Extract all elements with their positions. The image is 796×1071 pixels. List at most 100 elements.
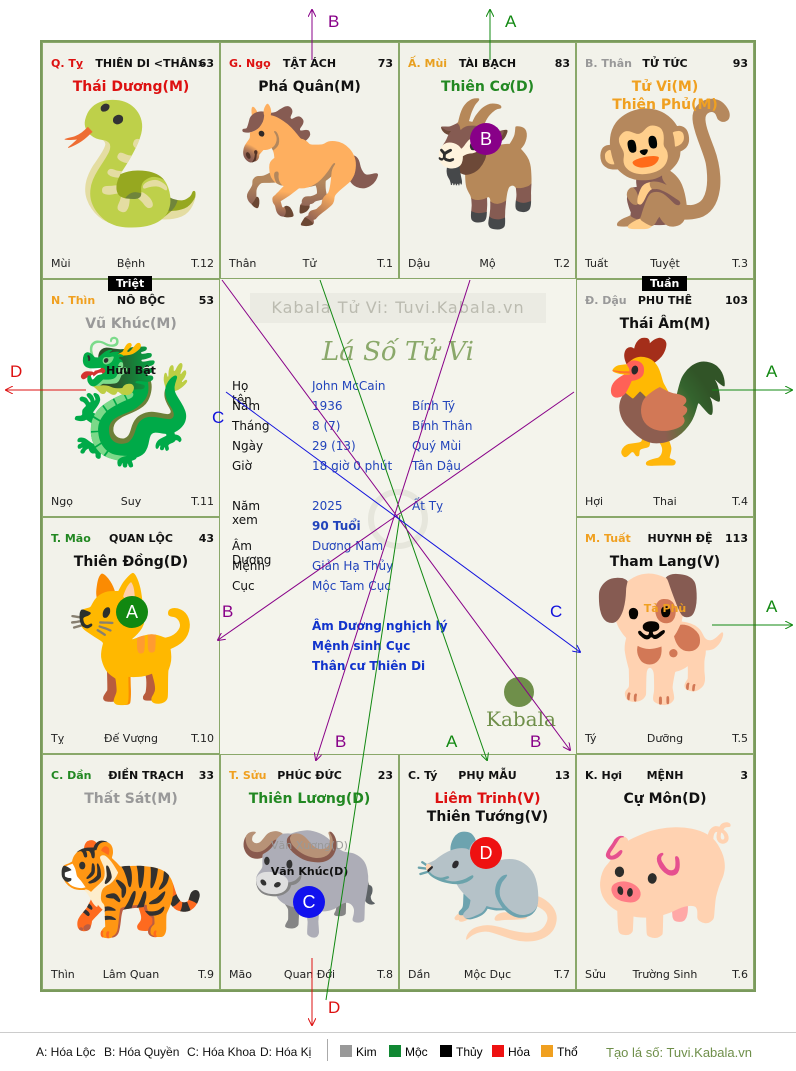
month-label: T.9 [198, 968, 214, 981]
main-star: Thái Dương(M) [72, 79, 190, 95]
value-gio: 18 giờ 0 phút [312, 459, 393, 473]
label-a-top: A [505, 12, 517, 31]
age-label: 23 [377, 769, 393, 782]
monkey-icon: 🐒 [590, 95, 740, 235]
palace-cell-phu-mau[interactable]: 🐀 C. Tý PHỤ MẪU 13 Liêm Trinh(V) Thiên T… [399, 754, 576, 990]
legend-kim: Kim [340, 1045, 377, 1059]
palace-cell-tat-ach[interactable]: 🐎 G. Ngọ TẬT ÁCH 73 Phá Quân(M) Thân Tử … [220, 42, 399, 279]
hoa-ki-marker: D [470, 837, 502, 869]
value-thang-can-chi: Bính Thân [412, 419, 473, 433]
label-ngay: Ngày [232, 439, 264, 453]
stage-label: Thai [653, 495, 677, 508]
age-label: 73 [377, 57, 393, 70]
month-label: T.10 [191, 732, 214, 745]
site-link[interactable]: Tạo lá số: Tuvi.Kabala.vn [606, 1045, 752, 1060]
stage-label: Dưỡng [646, 732, 684, 745]
main-star: Thiên Tướng(V) [426, 809, 549, 825]
main-star: Liêm Trinh(V) [434, 791, 541, 807]
tuan-tag: Tuần [642, 276, 688, 291]
legend-thuy: Thủy [440, 1045, 483, 1059]
age-label: 43 [198, 532, 214, 545]
palace-cell-tai-bach[interactable]: 🐐 Ấ. Mùi TÀI BẠCH 83 Thiên Cơ(D) B Dậu M… [399, 42, 576, 279]
palace-name: MỆNH [646, 769, 684, 782]
can-chi-label: C. Tý [408, 769, 438, 782]
palace-cell-huynh-de[interactable]: 🐕 M. Tuất HUYNH ĐỆ 113 Tham Lang(V) Tả P… [576, 517, 754, 754]
palace-cell-dien-trach[interactable]: 🐅 C. Dần ĐIỀN TRẠCH 33 Thất Sát(M) Thìn … [42, 754, 220, 990]
can-chi-label: T. Sửu [229, 769, 267, 782]
legend-hoa: Hỏa [492, 1045, 530, 1059]
value-ho-ten: John McCain [312, 379, 386, 393]
hoa-quyen-marker: B [470, 123, 502, 155]
main-star: Tử Vi(M) [631, 79, 699, 95]
legend-hoa-ki: D: Hóa Kị [260, 1045, 312, 1059]
can-chi-label: G. Ngọ [229, 57, 271, 70]
stage-label: Tử [302, 257, 317, 270]
palace-cell-thien-di[interactable]: 🐍 Q. Tỵ THIÊN DI <THÂN> 63 Thái Dương(M)… [42, 42, 220, 279]
main-star: Thiên Lương(D) [248, 791, 371, 807]
can-chi-label: M. Tuất [585, 532, 631, 545]
hoa-swatch [492, 1045, 504, 1057]
hoa-loc-marker: A [116, 596, 148, 628]
stage-label: Trường Sinh [632, 968, 698, 981]
age-label: 103 [725, 294, 748, 307]
value-nam-xem-can-chi: Ất Tỵ [412, 499, 444, 513]
value-nam: 1936 [312, 399, 343, 413]
palace-cell-tu-tuc[interactable]: 🐒 B. Thân TỬ TỨC 93 Tử Vi(M) Thiên Phủ(M… [576, 42, 754, 279]
label-b-top: B [328, 12, 340, 31]
note-than: Thân cư Thiên Di [312, 659, 426, 673]
thuy-swatch [440, 1045, 452, 1057]
palace-name: TẬT ÁCH [282, 57, 337, 70]
month-label: T.7 [554, 968, 570, 981]
center-title: Lá Số Tử Vi [321, 337, 474, 367]
month-label: T.11 [191, 495, 214, 508]
chart-board: 🐍 Q. Tỵ THIÊN DI <THÂN> 63 Thái Dương(M)… [40, 40, 756, 992]
can-chi-label: Q. Tỵ [51, 57, 84, 70]
palace-name: ĐIỀN TRẠCH [108, 769, 184, 782]
label-menh: Mệnh [232, 559, 265, 573]
label-c-left: C [212, 408, 225, 427]
value-gio-can-chi: Tân Dậu [412, 459, 461, 473]
legend-divider [327, 1039, 328, 1061]
palace-name: HUYNH ĐỆ [647, 532, 713, 545]
value-thang: 8 (7) [312, 419, 341, 433]
label-cuc: Cục [232, 579, 255, 593]
main-star: Thiên Đồng(D) [73, 554, 189, 570]
palace-name: PHU THÊ [637, 294, 693, 307]
month-label: T.12 [191, 257, 214, 270]
branch-label: Hợi [585, 495, 604, 508]
watermark-text: Kabala Tử Vi: Tuvi.Kabala.vn [250, 293, 546, 323]
stage-label: Mộc Dục [463, 968, 512, 981]
stage-label: Lâm Quan [102, 968, 160, 981]
palace-cell-phuc-duc[interactable]: 🐃 T. Sửu PHÚC ĐỨC 23 Thiên Lương(D) Văn … [220, 754, 399, 990]
palace-cell-quan-loc[interactable]: 🐈 T. Mão QUAN LỘC 43 Thiên Đồng(D) A Tỵ … [42, 517, 220, 754]
palace-name: TỬ TỨC [642, 57, 688, 70]
minor-star: Tả Phù [643, 602, 687, 615]
dog-icon: 🐕 [590, 570, 740, 710]
can-chi-label: Đ. Dậu [585, 294, 627, 307]
label-a-bottom: A [446, 732, 458, 751]
palace-cell-menh[interactable]: 🐖 K. Hợi MỆNH 3 Cự Môn(D) Sửu Trường Sin… [576, 754, 754, 990]
horse-icon: 🐎 [234, 95, 385, 235]
moc-swatch [389, 1045, 401, 1057]
main-star: Tham Lang(V) [609, 554, 721, 570]
rat-icon: 🐀 [412, 806, 563, 946]
can-chi-label: N. Thìn [51, 294, 96, 307]
main-star: Vũ Khúc(M) [85, 316, 177, 332]
main-star: Thiên Phủ(M) [612, 97, 718, 113]
branch-label: Ngọ [51, 495, 73, 508]
main-star: Thái Âm(M) [619, 316, 711, 332]
palace-cell-phu-the[interactable]: 🐓 Đ. Dậu PHU THÊ 103 Thái Âm(M) Hợi Thai… [576, 279, 754, 517]
palace-name: NÔ BỘC [116, 294, 166, 307]
main-star: Phá Quân(M) [258, 79, 361, 95]
month-label: T.4 [732, 495, 748, 508]
label-b-bottom-2: B [530, 732, 542, 751]
stage-label: Bệnh [116, 257, 146, 270]
palace-cell-no-boc[interactable]: 🐉 N. Thìn NÔ BỘC 53 Vũ Khúc(M) Hữu Bật N… [42, 279, 220, 517]
hoa-khoa-marker: C [293, 886, 325, 918]
legend-moc: Mộc [389, 1045, 428, 1059]
kim-swatch [340, 1045, 352, 1057]
palace-name: QUAN LỘC [109, 532, 173, 545]
note-menh-cuc: Mệnh sinh Cục [312, 639, 411, 653]
age-label: 13 [554, 769, 570, 782]
label-d-bottom: D [328, 998, 341, 1017]
